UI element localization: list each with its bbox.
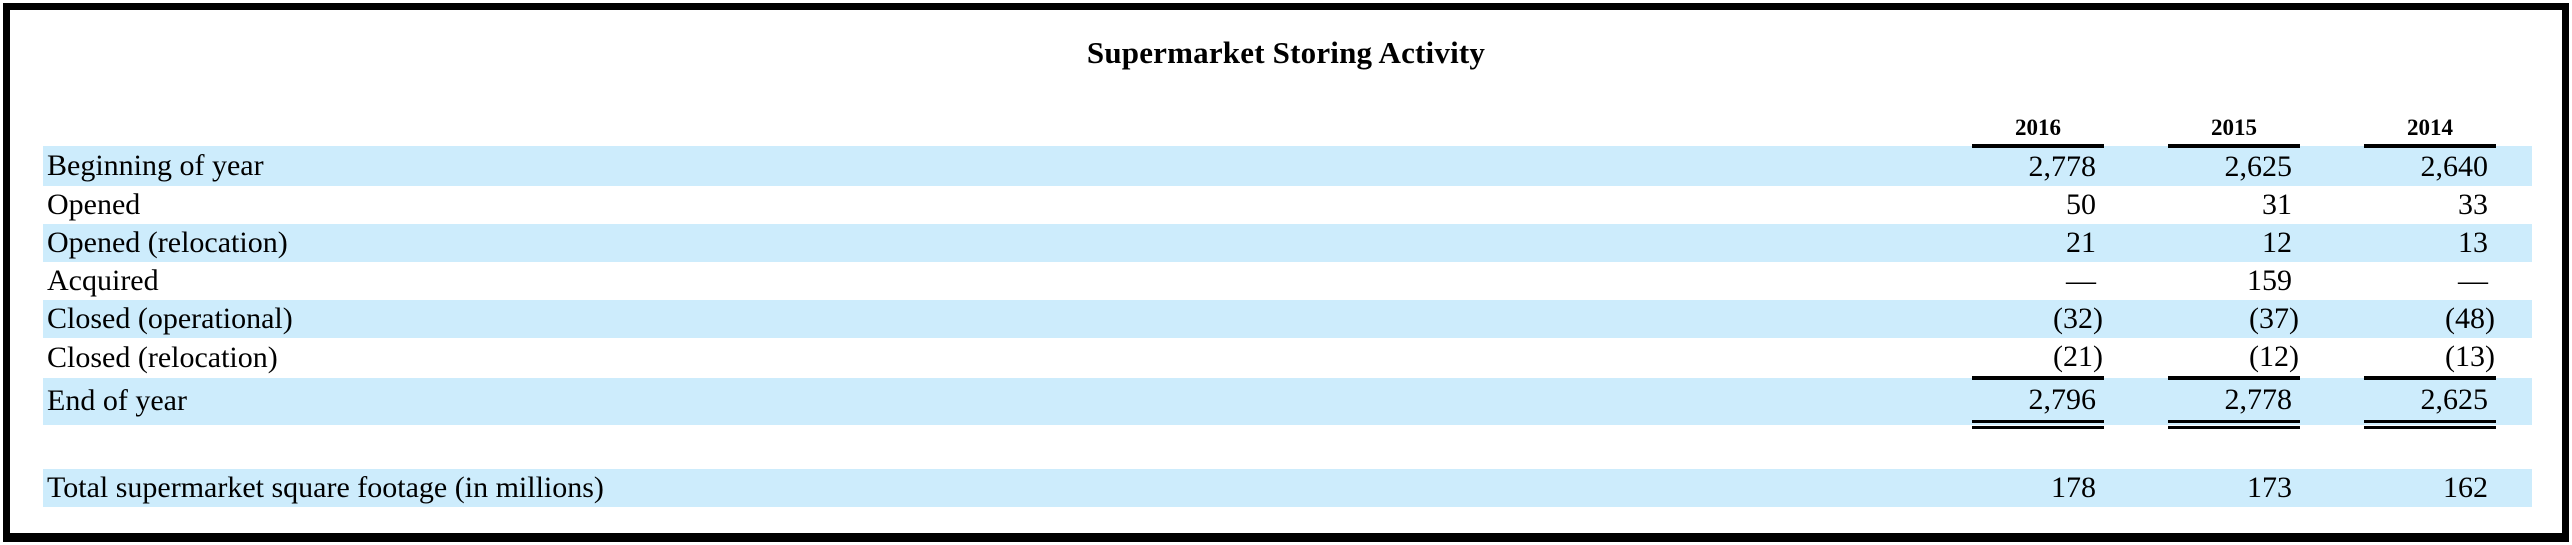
spacer-cell xyxy=(2300,378,2364,425)
table-row-total-square-footage: Total supermarket square footage (in mil… xyxy=(43,468,2532,507)
value-cell: 33 xyxy=(2458,188,2488,221)
spacer-cell xyxy=(2300,338,2364,378)
spacer-cell xyxy=(2496,338,2532,378)
storing-activity-table: 2016 2015 2014 Beginning of year 2,778 2… xyxy=(43,110,2532,507)
value-cell: 2,778 xyxy=(2168,378,2300,429)
spacer-cell xyxy=(2496,378,2532,425)
row-label: Closed (relocation) xyxy=(47,341,278,374)
value-cell: (21) xyxy=(1972,338,2104,380)
document-frame: Supermarket Storing Activity 2016 2015 2… xyxy=(3,3,2569,542)
spacer-cell xyxy=(2300,468,2364,507)
spacer-cell xyxy=(2496,224,2532,262)
row-label: Opened xyxy=(47,188,141,221)
row-label: End of year xyxy=(43,378,1972,425)
value-cell: — xyxy=(2066,264,2096,297)
value-cell: — xyxy=(2458,264,2488,297)
spacer-cell xyxy=(2496,186,2532,224)
row-label: Acquired xyxy=(47,264,159,297)
spacer-cell xyxy=(2300,300,2364,338)
table-row-closed-relocation: Closed (relocation) (21) (12) (13) xyxy=(43,338,2532,380)
table-row-opened-relocation: Opened (relocation) 21 12 13 xyxy=(43,224,2532,262)
row-label: Opened (relocation) xyxy=(43,224,1972,262)
row-label: Closed (operational) xyxy=(43,300,1972,338)
value-cell: 31 xyxy=(2262,188,2292,221)
spacer-cell xyxy=(2496,300,2532,338)
value-cell: (37) xyxy=(2168,300,2300,338)
page-title: Supermarket Storing Activity xyxy=(1086,35,1486,70)
spacer-cell xyxy=(2300,224,2364,262)
spacer-cell xyxy=(2300,262,2364,300)
spacer-cell xyxy=(2104,378,2168,425)
value-cell: 2,640 xyxy=(2364,146,2496,186)
value-cell: 2,625 xyxy=(2364,378,2496,429)
spacer-cell xyxy=(2104,146,2168,186)
year-header-row: 2016 2015 2014 xyxy=(43,110,2532,148)
empty-header-cell xyxy=(43,110,1972,146)
spacer-cell xyxy=(2300,146,2364,186)
blank-spacer-row xyxy=(43,424,2532,469)
table-row-beginning-of-year: Beginning of year 2,778 2,625 2,640 xyxy=(43,146,2532,186)
value-cell: 2,796 xyxy=(1972,378,2104,429)
table-row-acquired: Acquired — 159 — xyxy=(43,262,2532,300)
spacer-cell xyxy=(2104,224,2168,262)
value-cell: 162 xyxy=(2364,468,2496,507)
value-cell: (13) xyxy=(2364,338,2496,380)
spacer-cell xyxy=(2104,300,2168,338)
spacer-cell xyxy=(2496,146,2532,186)
value-cell: 2,778 xyxy=(1972,146,2104,186)
year-column-header-2015: 2015 xyxy=(2168,110,2300,148)
table-row-end-of-year: End of year 2,796 2,778 2,625 xyxy=(43,378,2532,429)
spacer-cell xyxy=(2104,468,2168,507)
table-row-opened: Opened 50 31 33 xyxy=(43,186,2532,224)
spacer-cell xyxy=(2104,338,2168,378)
value-cell: 13 xyxy=(2364,224,2496,262)
value-cell: (12) xyxy=(2168,338,2300,380)
year-column-header-2016: 2016 xyxy=(1972,110,2104,148)
value-cell: 178 xyxy=(1972,468,2104,507)
row-label: Total supermarket square footage (in mil… xyxy=(43,468,1972,507)
spacer-cell xyxy=(2104,186,2168,224)
value-cell: 50 xyxy=(2066,188,2096,221)
value-cell: 2,625 xyxy=(2168,146,2300,186)
value-cell: 173 xyxy=(2168,468,2300,507)
year-column-header-2014: 2014 xyxy=(2364,110,2496,148)
spacer-cell xyxy=(2104,262,2168,300)
value-cell: 159 xyxy=(2247,264,2292,297)
spacer-cell xyxy=(2300,186,2364,224)
value-cell: (48) xyxy=(2364,300,2496,338)
value-cell: 21 xyxy=(1972,224,2104,262)
spacer-cell xyxy=(2300,110,2364,146)
row-label: Beginning of year xyxy=(43,146,1972,186)
spacer-cell xyxy=(2496,262,2532,300)
table-row-closed-operational: Closed (operational) (32) (37) (48) xyxy=(43,300,2532,338)
value-cell: 12 xyxy=(2168,224,2300,262)
spacer-cell xyxy=(2496,110,2532,146)
spacer-cell xyxy=(2104,110,2168,146)
spacer-cell xyxy=(2496,468,2532,507)
value-cell: (32) xyxy=(1972,300,2104,338)
